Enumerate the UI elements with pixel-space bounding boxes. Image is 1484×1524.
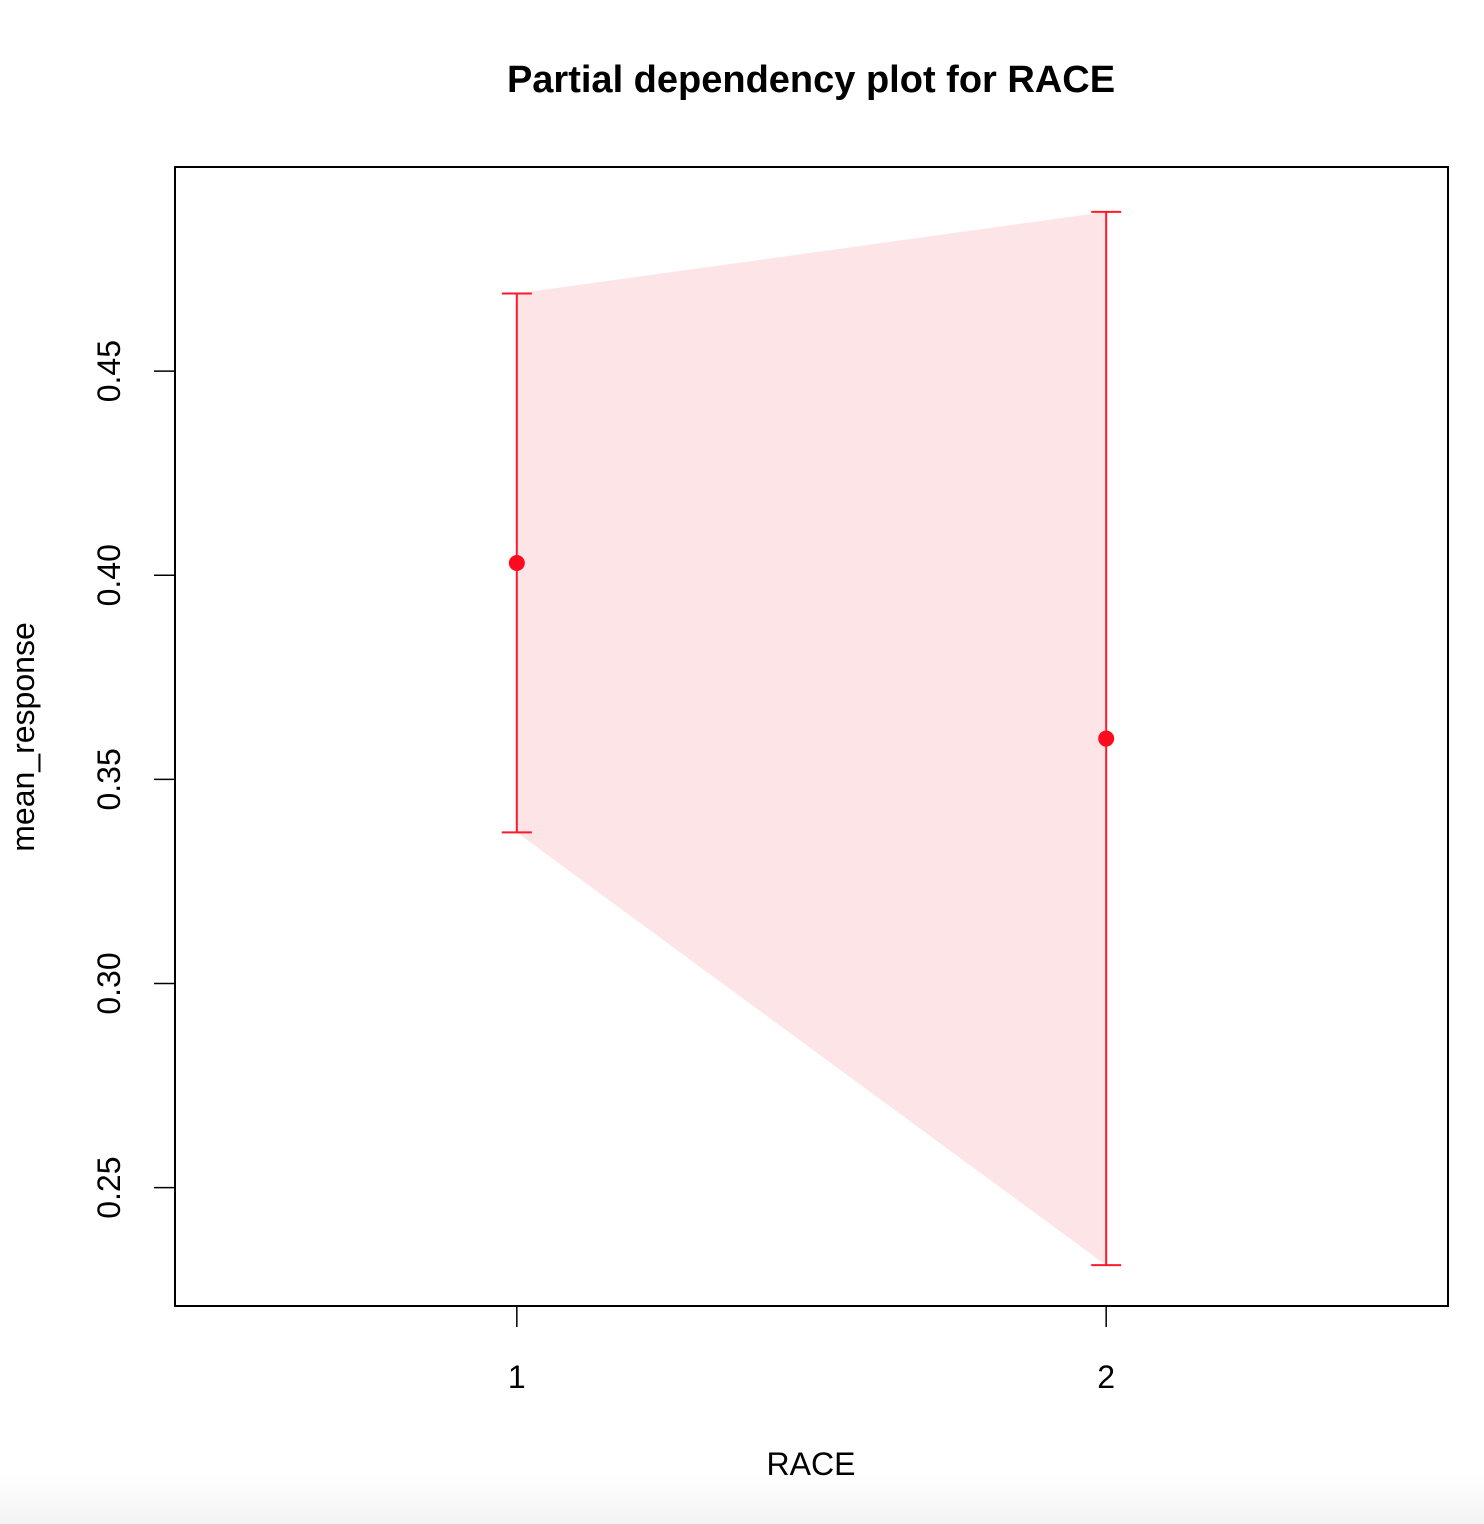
y-tick-label: 0.25 bbox=[91, 1156, 127, 1218]
chart-title: Partial dependency plot for RACE bbox=[507, 59, 1115, 101]
y-tick-label: 0.30 bbox=[91, 952, 127, 1014]
x-axis-label: RACE bbox=[767, 1446, 856, 1482]
y-tick-label: 0.35 bbox=[91, 748, 127, 810]
y-axis-label: mean_response bbox=[5, 622, 41, 851]
y-tick-label: 0.40 bbox=[91, 544, 127, 606]
x-tick-label: 2 bbox=[1097, 1359, 1115, 1395]
y-tick-label: 0.45 bbox=[91, 340, 127, 402]
confidence-band bbox=[516, 211, 1107, 1266]
data-point bbox=[508, 554, 525, 571]
x-tick-label: 1 bbox=[508, 1359, 526, 1395]
data-point bbox=[1098, 730, 1115, 747]
